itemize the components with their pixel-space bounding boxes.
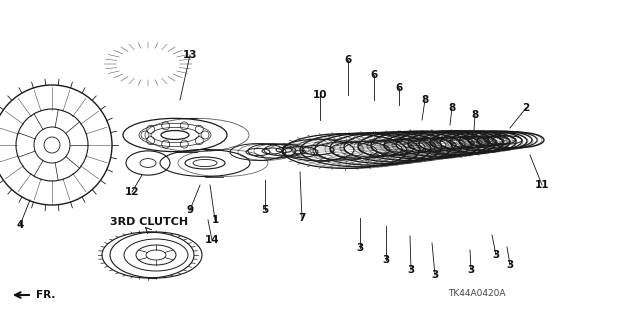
Text: 3: 3: [467, 265, 475, 275]
Text: 3: 3: [408, 265, 415, 275]
Text: 8: 8: [449, 103, 456, 113]
Text: 11: 11: [535, 180, 549, 190]
Text: 3: 3: [506, 260, 514, 270]
Text: 9: 9: [186, 205, 193, 215]
Text: 3: 3: [431, 270, 438, 280]
Text: 3: 3: [382, 255, 390, 265]
Text: 6: 6: [344, 55, 351, 65]
Text: 2: 2: [522, 103, 530, 113]
Text: 6: 6: [371, 70, 378, 80]
Text: 7: 7: [298, 213, 306, 223]
Text: 3RD CLUTCH: 3RD CLUTCH: [110, 217, 188, 227]
Text: TK44A0420A: TK44A0420A: [448, 288, 506, 298]
Text: 5: 5: [261, 205, 269, 215]
Text: 6: 6: [396, 83, 403, 93]
Text: FR.: FR.: [36, 290, 56, 300]
Text: 13: 13: [183, 50, 197, 60]
Text: 8: 8: [472, 110, 479, 120]
Text: 4: 4: [16, 220, 24, 230]
Text: 1: 1: [211, 215, 219, 225]
Text: 8: 8: [421, 95, 429, 105]
Text: 3: 3: [356, 243, 364, 253]
Text: 14: 14: [205, 235, 220, 245]
Text: 12: 12: [125, 187, 140, 197]
Text: 3: 3: [492, 250, 500, 260]
Text: 10: 10: [313, 90, 327, 100]
